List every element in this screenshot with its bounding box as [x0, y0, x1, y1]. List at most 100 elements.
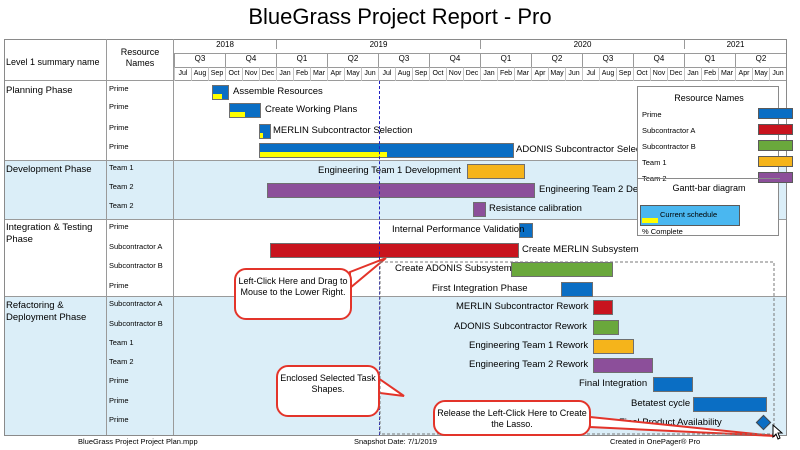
month-label: Mar — [718, 67, 735, 81]
resource-label: Team 2 — [109, 182, 134, 191]
task-label: ADONIS Subcontractor Rework — [454, 321, 588, 332]
legend-item: Subcontractor B — [642, 140, 793, 154]
month-label: Feb — [701, 67, 718, 81]
month-label: Jul — [582, 67, 599, 81]
gantt-bar[interactable] — [593, 339, 634, 354]
gantt-bar[interactable] — [212, 85, 229, 100]
resource-label: Subcontractor B — [109, 319, 163, 328]
month-label: Sep — [208, 67, 225, 81]
callout-drag-text: Left-Click Here and Drag to Mouse to the… — [238, 276, 348, 297]
phase-divider — [5, 296, 786, 297]
legend[interactable]: Resource Names Prime Subcontractor A Subco… — [637, 86, 793, 236]
resource-label: Prime — [109, 102, 129, 111]
column-divider-2 — [173, 39, 174, 435]
month-label: Dec — [259, 67, 276, 81]
quarter-label: Q3 — [378, 53, 429, 67]
callout-release: Release the Left-Click Here to Create th… — [433, 400, 591, 436]
month-label: Mar — [514, 67, 531, 81]
year-label: 2021 — [684, 40, 786, 49]
gantt-bar[interactable] — [259, 143, 514, 158]
quarter-label: Q1 — [276, 53, 327, 67]
month-label: Apr — [531, 67, 548, 81]
month-label: Jul — [378, 67, 395, 81]
legend-item-label: Subcontractor B — [642, 142, 696, 151]
legend-title: Resource Names — [674, 93, 744, 103]
task-label: Final Product Availability — [619, 417, 722, 428]
task-label: Assemble Resources — [233, 86, 323, 97]
progress-fill — [230, 112, 245, 117]
callout-release-text: Release the Left-Click Here to Create th… — [437, 408, 587, 429]
gantt-bar[interactable] — [267, 183, 535, 198]
resource-label: Prime — [109, 123, 129, 132]
gantt-bar[interactable] — [693, 397, 767, 412]
header-resource-names: Resource Names — [120, 47, 160, 68]
gantt-bar[interactable] — [259, 124, 271, 139]
year-label: 2020 — [480, 40, 684, 49]
task-label: Final Integration — [579, 378, 648, 389]
task-label: Internal Performance Validation — [392, 224, 525, 235]
gantt-bar[interactable] — [519, 223, 533, 238]
task-label: Create ADONIS Subsystem — [395, 263, 512, 274]
legend-swatch — [758, 124, 793, 135]
gantt-bar[interactable] — [593, 300, 613, 315]
current-schedule-label: Current schedule — [660, 210, 718, 219]
resource-label: Team 2 — [109, 201, 134, 210]
header-summary-name: Level 1 summary name — [6, 57, 100, 67]
legend-swatch — [758, 172, 793, 183]
gantt-bar[interactable] — [473, 202, 486, 217]
phase-divider — [5, 160, 786, 161]
column-divider-1 — [106, 39, 107, 435]
month-label: Jun — [565, 67, 582, 81]
quarter-label: Q3 — [174, 53, 225, 67]
resource-label: Subcontractor B — [109, 261, 163, 270]
month-label: Aug — [395, 67, 412, 81]
phase-band-refactoring — [5, 296, 786, 435]
gantt-bar[interactable] — [270, 243, 519, 258]
callout-release-pointer — [589, 415, 776, 437]
month-label: Dec — [667, 67, 684, 81]
month-label: Jun — [769, 67, 786, 81]
task-label: Engineering Team 2 Development — [539, 184, 682, 195]
resource-label: Prime — [109, 142, 129, 151]
gantt-bar[interactable] — [229, 103, 261, 118]
year-label: 2019 — [276, 40, 480, 49]
phase-label-refactoring: Refactoring & Deployment Phase — [6, 300, 87, 323]
task-label: Betatest cycle — [631, 398, 691, 409]
quarter-label: Q4 — [225, 53, 276, 67]
quarter-label: Q1 — [480, 53, 531, 67]
resource-label: Prime — [109, 281, 129, 290]
resource-label: Prime — [109, 222, 129, 231]
resource-label: Team 1 — [109, 338, 134, 347]
progress-fill — [260, 133, 263, 138]
month-label: Nov — [446, 67, 463, 81]
month-label: Jul — [174, 67, 191, 81]
current-schedule-swatch — [640, 205, 740, 226]
footer-file-name: BlueGrass Project Project Plan.mpp — [78, 437, 198, 446]
report-title: BlueGrass Project Report - Pro — [248, 4, 552, 29]
legend-swatch — [758, 156, 793, 167]
task-label: MERLIN Subcontractor Selection — [273, 125, 413, 136]
gantt-bar[interactable] — [593, 320, 619, 335]
gantt-legend-divider — [638, 178, 780, 179]
footer-created-in: Created in OnePager® Pro — [610, 437, 701, 446]
mouse-cursor-icon — [772, 424, 784, 440]
resource-label: Prime — [109, 415, 129, 424]
gantt-bar[interactable] — [593, 358, 653, 373]
month-label: Jan — [684, 67, 701, 81]
gantt-bar[interactable] — [467, 164, 525, 179]
month-label: May — [752, 67, 769, 81]
task-label: Engineering Team 2 Rework — [469, 359, 589, 370]
month-label: Nov — [242, 67, 259, 81]
month-label: Sep — [616, 67, 633, 81]
task-label: First Integration Phase — [432, 283, 528, 294]
quarter-label: Q2 — [531, 53, 582, 67]
quarter-label: Q2 — [735, 53, 786, 67]
month-label: Feb — [497, 67, 514, 81]
task-label: ADONIS Subcontractor Selection — [516, 144, 656, 155]
legend-item-label: Prime — [642, 110, 662, 119]
quarter-label: Q3 — [582, 53, 633, 67]
month-label: May — [344, 67, 361, 81]
gantt-bar[interactable] — [561, 282, 593, 297]
gantt-bar[interactable] — [653, 377, 693, 392]
